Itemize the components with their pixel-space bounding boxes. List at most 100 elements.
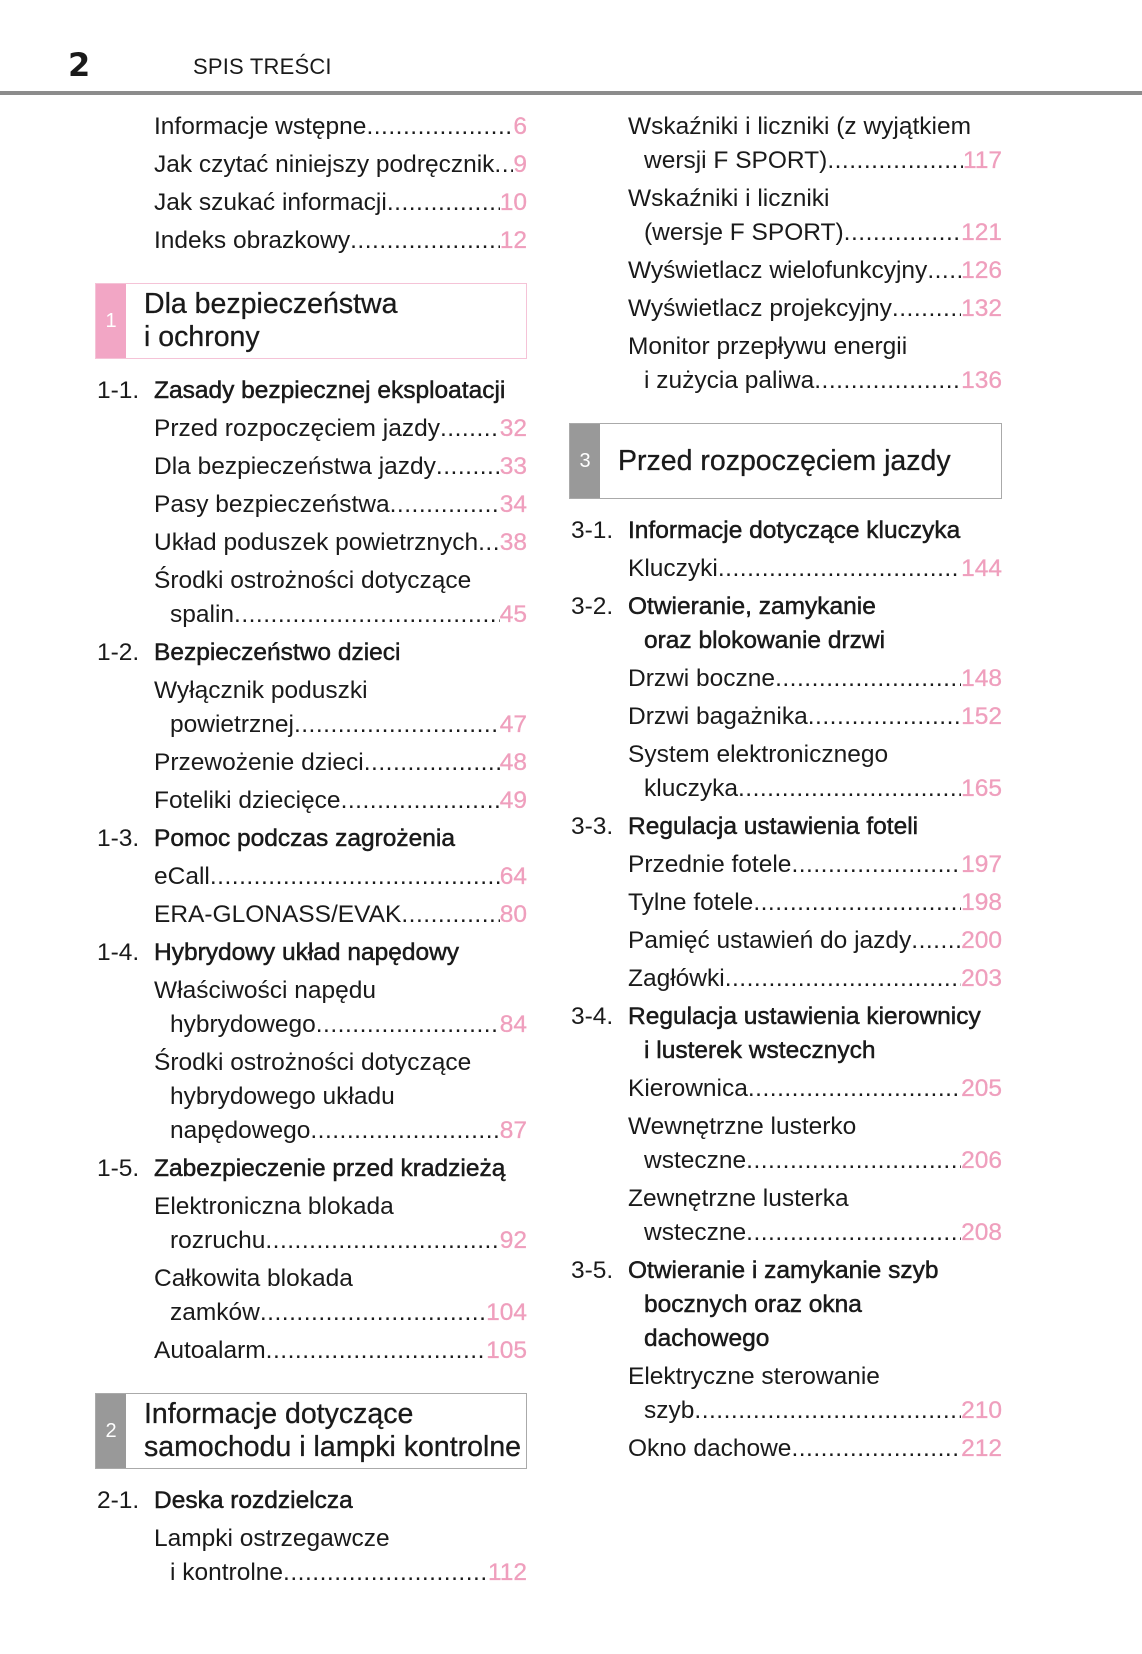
toc-entry[interactable]: Całkowita blokada zamków 104 <box>97 1262 527 1330</box>
toc-section-heading[interactable]: 1-3. Pomoc podczas zagrożenia <box>97 822 527 856</box>
dot-leader <box>753 886 961 920</box>
toc-entry[interactable]: Autoalarm 105 <box>97 1334 527 1368</box>
page-link[interactable]: 165 <box>961 775 1002 802</box>
toc-section-heading[interactable]: 1-5. Zabezpieczenie przed kradzieżą <box>97 1152 527 1186</box>
page-link[interactable]: 212 <box>961 1435 1002 1462</box>
toc-entry[interactable]: Informacje wstępne 6 <box>97 110 527 144</box>
toc-entry[interactable]: Foteliki dziecięce 49 <box>97 784 527 818</box>
toc-entry[interactable]: Jak szukać informacji 10 <box>97 186 527 220</box>
toc-text: Układ poduszek powietrznych <box>154 529 479 556</box>
toc-section-heading[interactable]: 1-2. Bezpieczeństwo dzieci <box>97 636 527 670</box>
toc-entry[interactable]: Układ poduszek powietrznych 38 <box>97 526 527 560</box>
page-link[interactable]: 12 <box>499 227 528 254</box>
chapter-header-box[interactable]: 2 Informacje dotyczące samochodu i lampki … <box>95 1393 527 1469</box>
page-link[interactable]: 117 <box>962 147 1002 174</box>
toc-entry[interactable]: Jak czytać niniejszy podręcznik 9 <box>97 148 527 182</box>
toc-entry[interactable]: Wyświetlacz projekcyjny 132 <box>571 292 1002 326</box>
toc-entry[interactable]: ERA-GLONASS/EVAK 80 <box>97 898 527 932</box>
page-link[interactable]: 10 <box>499 189 528 216</box>
page-link[interactable]: 92 <box>499 1227 528 1254</box>
toc-section-heading[interactable]: 3-1. Informacje dotyczące kluczyka <box>571 514 1002 548</box>
toc-entry[interactable]: Drzwi bagażnika 152 <box>571 700 1002 734</box>
toc-entry[interactable]: Okno dachowe 212 <box>571 1432 1002 1466</box>
toc-section-heading[interactable]: 3-3. Regulacja ustawienia foteli <box>571 810 1002 844</box>
page-link[interactable]: 34 <box>499 491 528 518</box>
page-link[interactable]: 32 <box>499 415 528 442</box>
toc-entry[interactable]: Przewożenie dzieci 48 <box>97 746 527 780</box>
toc-section-heading[interactable]: 3-2. Otwieranie, zamykanie oraz blokowanie… <box>571 590 1002 658</box>
page-link[interactable]: 104 <box>486 1299 527 1326</box>
toc-entry[interactable]: Drzwi boczne 148 <box>571 662 1002 696</box>
page-link[interactable]: 205 <box>961 1075 1002 1102</box>
page-link[interactable]: 105 <box>486 1337 527 1364</box>
toc-section-heading[interactable]: 3-5. Otwieranie i zamykanie szyb bocznych … <box>571 1254 1002 1356</box>
toc-entry[interactable]: Pasy bezpieczeństwa 34 <box>97 488 527 522</box>
toc-entry[interactable]: Lampki ostrzegawcze i kontrolne 112 <box>97 1522 527 1590</box>
toc-section-heading[interactable]: 1-4. Hybrydowy układ napędowy <box>97 936 527 970</box>
toc-entry[interactable]: Pamięć ustawień do jazdy 200 <box>571 924 1002 958</box>
toc-entry[interactable]: Wskaźniki i liczniki (wersje F SPORT) 121 <box>571 182 1002 250</box>
toc-entry[interactable]: Przednie fotele 197 <box>571 848 1002 882</box>
page-link[interactable]: 49 <box>499 787 528 814</box>
page-link[interactable]: 121 <box>961 219 1002 246</box>
page-link[interactable]: 208 <box>961 1219 1002 1246</box>
page-link[interactable]: 9 <box>513 151 527 178</box>
page-link[interactable]: 6 <box>513 113 527 140</box>
page-link[interactable]: 48 <box>499 749 528 776</box>
page-link[interactable]: 80 <box>499 901 528 928</box>
toc-entry[interactable]: Elektryczne sterowanie szyb 210 <box>571 1360 1002 1428</box>
page-link[interactable]: 38 <box>499 529 528 556</box>
page-link[interactable]: 200 <box>961 927 1002 954</box>
toc-entry[interactable]: Kierownica 205 <box>571 1072 1002 1106</box>
toc-entry[interactable]: Monitor przepływu energii i zużycia paliw… <box>571 330 1002 398</box>
toc-section-heading[interactable]: 1-1. Zasady bezpiecznej eksploatacji <box>97 374 527 408</box>
page-link[interactable]: 198 <box>961 889 1002 916</box>
page-link[interactable]: 47 <box>499 711 528 738</box>
toc-text: Regulacja ustawienia foteli <box>628 813 919 841</box>
toc-entry[interactable]: System elektronicznego kluczyka 165 <box>571 738 1002 806</box>
page-link[interactable]: 87 <box>499 1117 528 1144</box>
page-link[interactable]: 144 <box>961 555 1002 582</box>
page-link[interactable]: 148 <box>961 665 1002 692</box>
page-link[interactable]: 197 <box>961 851 1002 878</box>
chapter-header-box[interactable]: 1 Dla bezpieczeństwa i ochrony <box>95 283 527 359</box>
toc-entry[interactable]: Wskaźniki i liczniki (z wyjątkiem wersji … <box>571 110 1002 178</box>
toc-entry[interactable]: Środki ostrożności dotyczące spalin 45 <box>97 564 527 632</box>
dot-leader <box>310 1114 499 1148</box>
page-link[interactable]: 132 <box>961 295 1002 322</box>
dot-leader <box>738 772 961 806</box>
toc-section-heading[interactable]: 3-4. Regulacja ustawienia kierownicy i lus… <box>571 1000 1002 1068</box>
toc-entry[interactable]: Środki ostrożności dotyczące hybrydowego … <box>97 1046 527 1148</box>
toc-entry[interactable]: Tylne fotele 198 <box>571 886 1002 920</box>
page-link[interactable]: 45 <box>499 601 528 628</box>
toc-entry[interactable]: Wyłącznik poduszki powietrznej 47 <box>97 674 527 742</box>
toc-entry[interactable]: Zagłówki 203 <box>571 962 1002 996</box>
toc-entry[interactable]: Wewnętrzne lusterko wsteczne 206 <box>571 1110 1002 1178</box>
toc-entry[interactable]: Elektroniczna blokada rozruchu 92 <box>97 1190 527 1258</box>
toc-line: ERA-GLONASS/EVAK 80 <box>97 898 527 932</box>
page-link[interactable]: 210 <box>961 1397 1002 1424</box>
toc-entry[interactable]: Właściwości napędu hybrydowego 84 <box>97 974 527 1042</box>
page-link[interactable]: 206 <box>961 1147 1002 1174</box>
toc-entry[interactable]: eCall 64 <box>97 860 527 894</box>
toc-line: i kontrolne 112 <box>97 1556 527 1590</box>
toc-entry[interactable]: Dla bezpieczeństwa jazdy 33 <box>97 450 527 484</box>
toc-text: Pamięć ustawień do jazdy <box>628 927 912 954</box>
toc-entry[interactable]: Przed rozpoczęciem jazdy 32 <box>97 412 527 446</box>
page-link[interactable]: 64 <box>499 863 528 890</box>
page-link[interactable]: 203 <box>961 965 1002 992</box>
page-link[interactable]: 112 <box>487 1559 527 1586</box>
chapter-header-box[interactable]: 3 Przed rozpoczęciem jazdy <box>569 423 1002 499</box>
page-link[interactable]: 84 <box>499 1011 528 1038</box>
toc-entry[interactable]: Indeks obrazkowy 12 <box>97 224 527 258</box>
page-link[interactable]: 33 <box>499 453 528 480</box>
toc-line: i lusterek wstecznych <box>571 1034 1002 1068</box>
toc-entry[interactable]: Wyświetlacz wielofunkcyjny 126 <box>571 254 1002 288</box>
toc-section-heading[interactable]: 2-1. Deska rozdzielcza <box>97 1484 527 1518</box>
page-link[interactable]: 136 <box>961 367 1002 394</box>
toc-entry[interactable]: Kluczyki 144 <box>571 552 1002 586</box>
page-link[interactable]: 152 <box>961 703 1002 730</box>
page-link[interactable]: 126 <box>961 257 1002 284</box>
section-number: 2-1. <box>97 1487 140 1514</box>
toc-entry[interactable]: Zewnętrzne lusterka wsteczne 208 <box>571 1182 1002 1250</box>
